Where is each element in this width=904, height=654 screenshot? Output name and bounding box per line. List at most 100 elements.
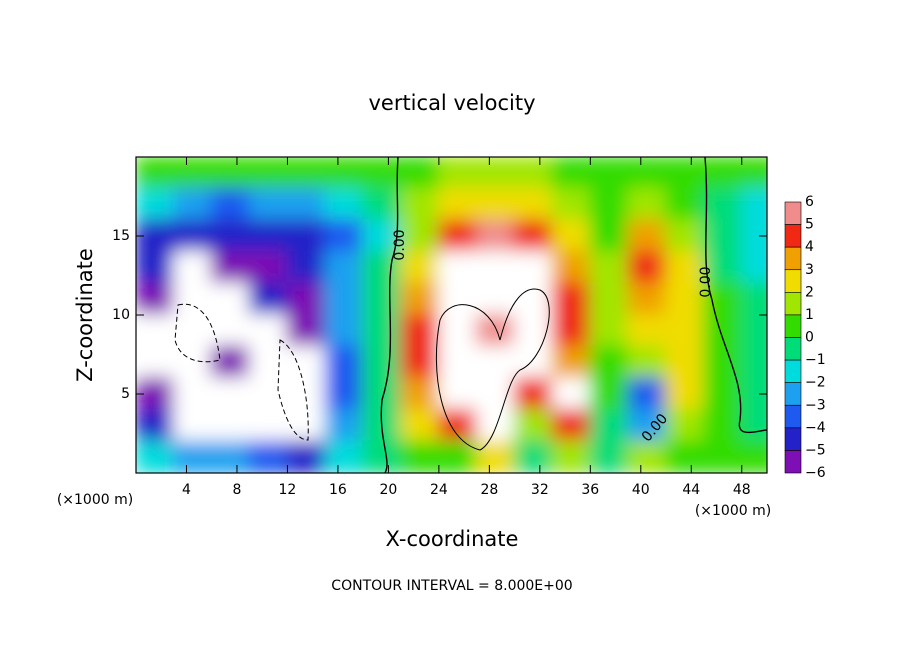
cell xyxy=(400,345,440,380)
colorbar-segment xyxy=(784,246,802,271)
cell xyxy=(475,408,516,443)
cell xyxy=(324,219,365,253)
cell xyxy=(437,157,478,190)
cell xyxy=(740,314,767,348)
cell xyxy=(136,408,175,443)
cell xyxy=(513,377,554,411)
cell xyxy=(286,157,327,190)
cell xyxy=(362,314,403,348)
cell xyxy=(400,187,440,222)
colorbar-label: 1 xyxy=(805,307,814,323)
cell xyxy=(589,282,630,316)
cell xyxy=(400,157,440,190)
cell xyxy=(551,377,592,411)
cell xyxy=(627,282,668,316)
cell xyxy=(627,157,668,190)
cell xyxy=(400,250,440,285)
cell xyxy=(362,345,403,380)
colorbar-label: −3 xyxy=(805,397,826,413)
cell xyxy=(665,282,705,316)
cell xyxy=(172,282,213,316)
cell xyxy=(248,408,289,443)
contour-label: 0.00 xyxy=(698,266,714,297)
x-tick-label: 24 xyxy=(430,482,448,498)
colorbar-segment xyxy=(784,404,802,429)
colorbar-label: 5 xyxy=(805,217,814,233)
cell xyxy=(437,314,478,348)
cell xyxy=(740,157,767,190)
colorbar-label: 2 xyxy=(805,284,814,300)
cell xyxy=(437,250,478,285)
cell xyxy=(248,157,289,190)
cell xyxy=(210,157,251,190)
cell xyxy=(400,314,440,348)
cell xyxy=(136,157,175,190)
contour-line xyxy=(380,157,399,473)
cell xyxy=(286,345,327,380)
cell xyxy=(324,440,365,473)
cell xyxy=(437,219,478,253)
cell xyxy=(210,250,251,285)
cell xyxy=(740,250,767,285)
cell xyxy=(286,250,327,285)
cell xyxy=(551,345,592,380)
cell xyxy=(136,440,175,473)
cell xyxy=(627,440,668,473)
cell xyxy=(551,187,592,222)
cell xyxy=(513,282,554,316)
colorbar-label: 0 xyxy=(805,330,814,346)
cell xyxy=(551,314,592,348)
y-tick-label: 5 xyxy=(121,386,130,402)
cell xyxy=(286,408,327,443)
cell xyxy=(324,377,365,411)
contour-line xyxy=(174,303,221,363)
x-axis-label: X-coordinate xyxy=(386,527,519,551)
cell xyxy=(589,250,630,285)
cell xyxy=(627,250,668,285)
cell xyxy=(589,408,630,443)
cell xyxy=(665,345,705,380)
cell xyxy=(286,440,327,473)
cell xyxy=(740,187,767,222)
colorbar-segment xyxy=(784,224,802,248)
cell xyxy=(437,408,478,443)
cell xyxy=(400,282,440,316)
cell xyxy=(475,314,516,348)
cell xyxy=(437,377,478,411)
contour-label: 0.00 xyxy=(392,229,408,260)
cell xyxy=(362,282,403,316)
footer: CONTOUR INTERVAL = 8.000E+00 xyxy=(331,578,572,594)
cell xyxy=(665,187,705,222)
cell xyxy=(627,377,668,411)
cell xyxy=(513,187,554,222)
cell xyxy=(740,345,767,380)
cell xyxy=(136,282,175,316)
cell xyxy=(589,345,630,380)
cell xyxy=(551,157,592,190)
colorbar-segment xyxy=(784,427,802,451)
cell xyxy=(362,187,403,222)
cell xyxy=(740,282,767,316)
contour-line xyxy=(704,157,767,434)
cell xyxy=(551,440,592,473)
cell xyxy=(172,187,213,222)
cell xyxy=(324,408,365,443)
cell xyxy=(702,408,743,443)
chart-title: vertical velocity xyxy=(368,91,535,115)
cell xyxy=(172,314,213,348)
x-tick-label: 28 xyxy=(480,482,498,498)
cell xyxy=(475,345,516,380)
cell xyxy=(702,187,743,222)
cell xyxy=(627,187,668,222)
cell xyxy=(513,408,554,443)
colorbar-label: −2 xyxy=(805,375,826,391)
x-tick-label: 4 xyxy=(182,482,191,498)
cell xyxy=(589,157,630,190)
cell xyxy=(286,314,327,348)
x-unit: (×1000 m) xyxy=(57,492,133,508)
x-tick-label: 20 xyxy=(379,482,397,498)
colorbar-segment xyxy=(784,337,802,361)
cell xyxy=(172,377,213,411)
cell xyxy=(172,440,213,473)
